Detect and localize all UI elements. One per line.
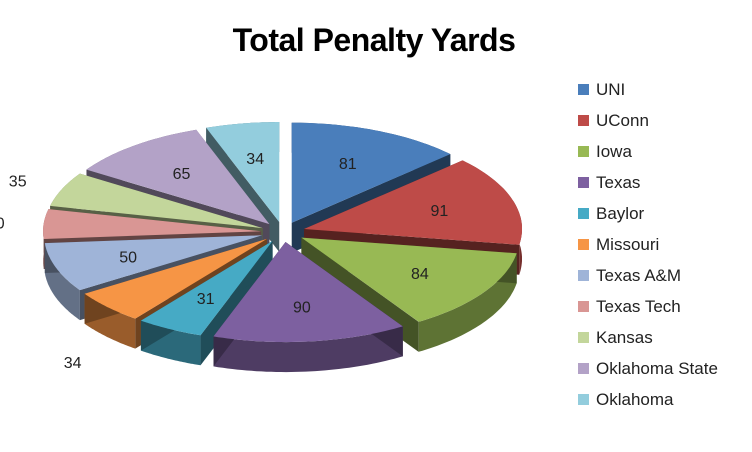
legend-label: Oklahoma State <box>596 358 718 378</box>
legend-item: Texas <box>578 167 718 198</box>
legend-item: Texas Tech <box>578 291 718 322</box>
legend-swatch <box>578 84 589 95</box>
pie-slice-top <box>50 173 263 229</box>
data-label: 30 <box>0 215 5 232</box>
pie-slice-side <box>44 243 80 321</box>
legend-swatch <box>578 146 589 157</box>
data-label: 84 <box>411 266 429 283</box>
legend-swatch <box>578 332 589 343</box>
legend-item: Oklahoma State <box>578 353 718 384</box>
pie-slice-top <box>140 240 273 336</box>
pie-slice-texas <box>213 242 403 373</box>
pie-slice-top <box>304 160 522 245</box>
legend-item: UNI <box>578 74 718 105</box>
legend-label: Baylor <box>596 203 645 223</box>
data-label: 35 <box>9 174 27 191</box>
legend-item: Oklahoma <box>578 384 718 415</box>
data-label: 34 <box>246 151 264 168</box>
legend-swatch <box>578 363 589 374</box>
legend-label: UConn <box>596 110 649 130</box>
legend-label: Missouri <box>596 234 660 254</box>
legend-label: Oklahoma <box>596 389 674 409</box>
pie-slice-top <box>43 209 262 239</box>
legend-swatch <box>578 115 589 126</box>
pie-slice-top <box>86 129 270 225</box>
data-label: 50 <box>119 249 137 266</box>
legend-item: UConn <box>578 105 718 136</box>
pie-slice-top <box>291 122 451 223</box>
pie-slice-side <box>418 253 517 352</box>
pie-slice-top <box>301 237 517 322</box>
pie-data-labels: 81 91 84 90 31 34 50 30 35 65 34 <box>0 151 448 372</box>
data-label: 31 <box>197 291 215 308</box>
legend-item: Missouri <box>578 229 718 260</box>
legend-label: Kansas <box>596 327 653 347</box>
legend-label: Texas <box>596 172 641 192</box>
data-label: 81 <box>339 156 357 173</box>
data-label: 34 <box>64 355 82 372</box>
pie-slice-top <box>213 242 403 343</box>
legend-label: Iowa <box>596 141 632 161</box>
legend-item: Iowa <box>578 136 718 167</box>
legend-swatch <box>578 208 589 219</box>
chart-title-text: Total Penalty Yards <box>232 22 516 58</box>
pie-slice-top <box>206 122 280 222</box>
legend-label: UNI <box>596 79 626 99</box>
legend-swatch <box>578 239 589 250</box>
data-label: 65 <box>173 166 191 183</box>
chart-title: Total Penalty Yards <box>0 22 752 59</box>
legend-label: Texas A&M <box>596 265 682 285</box>
legend-item: Texas A&M <box>578 260 718 291</box>
legend-label: Texas Tech <box>596 296 681 316</box>
legend-swatch <box>578 177 589 188</box>
pie-slice-top <box>44 235 263 291</box>
legend-item: Kansas <box>578 322 718 353</box>
legend-swatch <box>578 301 589 312</box>
legend-swatch <box>578 394 589 405</box>
pie-slice-top <box>84 238 267 319</box>
data-label: 90 <box>293 300 311 317</box>
legend-item: Baylor <box>578 198 718 229</box>
legend-swatch <box>578 270 589 281</box>
pie-slice-side <box>213 326 403 373</box>
pie-slices <box>43 122 522 373</box>
pie-slice-iowa <box>301 237 517 352</box>
data-label: 91 <box>431 203 449 220</box>
chart-legend: UNI UConn Iowa Texas Baylor Missouri Texas A&M… <box>578 74 718 415</box>
